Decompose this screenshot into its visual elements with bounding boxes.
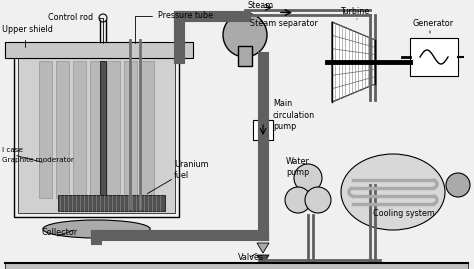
- Text: Valves: Valves: [238, 253, 264, 262]
- Text: I case: I case: [2, 147, 23, 153]
- Bar: [14, 52, 179, 217]
- Text: Steam: Steam: [248, 2, 274, 10]
- Text: Generator: Generator: [413, 19, 454, 28]
- Circle shape: [446, 173, 470, 197]
- Ellipse shape: [223, 13, 267, 57]
- Text: Main
circulation
pump: Main circulation pump: [273, 100, 315, 131]
- Bar: [5, 263, 468, 269]
- Polygon shape: [257, 243, 269, 253]
- Polygon shape: [332, 22, 375, 102]
- Text: Steam separator: Steam separator: [250, 19, 318, 29]
- Bar: [58, 195, 165, 211]
- Text: Upper shield: Upper shield: [2, 25, 53, 47]
- Bar: [100, 61, 106, 208]
- Text: Graphite moderator: Graphite moderator: [2, 157, 74, 163]
- Circle shape: [294, 164, 322, 192]
- Bar: [410, 38, 458, 76]
- Bar: [253, 120, 273, 140]
- Bar: [90, 61, 103, 198]
- Bar: [73, 61, 86, 198]
- Text: Collector: Collector: [42, 228, 78, 237]
- Ellipse shape: [43, 220, 150, 238]
- Bar: [5, 42, 193, 58]
- Circle shape: [285, 187, 311, 213]
- Text: Turbine: Turbine: [340, 7, 369, 16]
- Text: Cooling system: Cooling system: [373, 209, 435, 218]
- Bar: [39, 61, 52, 198]
- Polygon shape: [257, 255, 269, 265]
- Text: Pressure tube: Pressure tube: [135, 11, 213, 43]
- Bar: [238, 46, 252, 66]
- Bar: [124, 61, 137, 198]
- Bar: [18, 56, 175, 213]
- Circle shape: [305, 187, 331, 213]
- Text: Water
pump: Water pump: [286, 157, 310, 177]
- Text: Uranium
fuel: Uranium fuel: [174, 160, 209, 180]
- Text: Control rod: Control rod: [48, 13, 103, 43]
- Ellipse shape: [341, 154, 445, 230]
- Bar: [107, 61, 120, 198]
- Bar: [56, 61, 69, 198]
- Bar: [141, 61, 154, 198]
